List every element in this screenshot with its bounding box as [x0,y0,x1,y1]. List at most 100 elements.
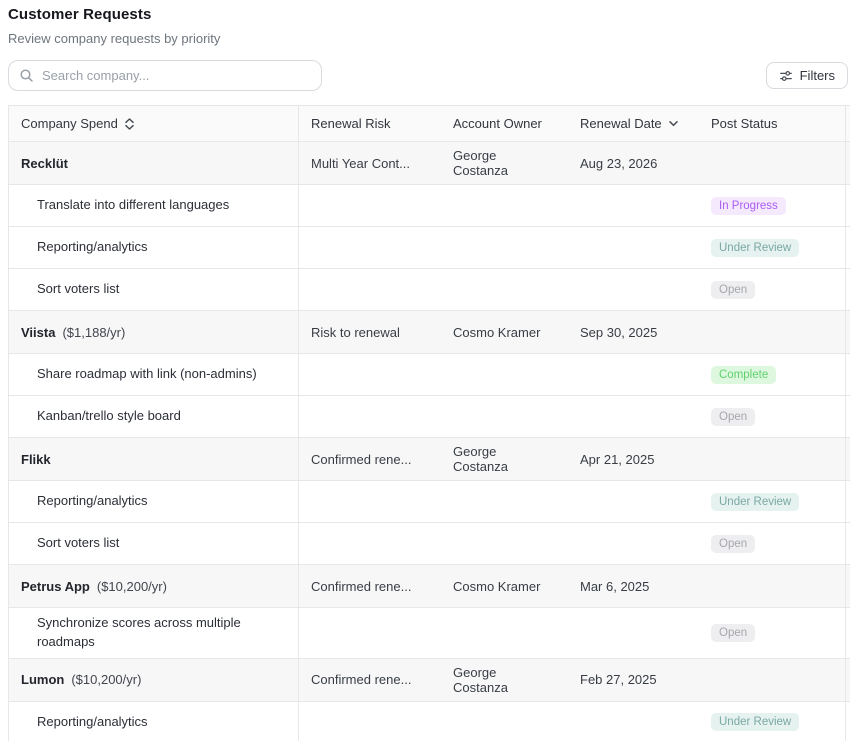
renewal-date-cell [568,269,699,310]
request-row[interactable]: Synchronize scores across multiple roadm… [9,608,850,659]
request-title: Kanban/trello style board [37,408,181,424]
renewal-risk-cell [299,396,441,437]
column-header-renewal-risk[interactable]: Renewal Risk [299,106,441,141]
status-badge[interactable]: Open [711,623,756,642]
search-box[interactable] [8,60,322,91]
renewal-date-cell: Feb 27, 2025 [580,672,657,688]
post-status-cell: Open [699,523,846,564]
post-status-cell [699,565,846,607]
request-title: Sort voters list [37,535,120,551]
company-row[interactable]: Petrus App ($10,200/yr) Confirmed rene... C… [9,565,850,608]
request-row[interactable]: Reporting/analytics Under Review [9,701,850,741]
request-title-cell[interactable]: Synchronize scores across multiple roadm… [9,608,299,658]
row-spacer [846,396,850,437]
account-owner-cell: Cosmo Kramer [453,324,541,340]
company-cell[interactable]: Lumon ($10,200/yr) [9,658,299,701]
company-cell[interactable]: Petrus App ($10,200/yr) [9,565,299,607]
renewal-risk-cell [299,354,441,395]
request-title: Share roadmap with link (non-admins) [37,366,257,382]
request-row[interactable]: Kanban/trello style board Open [9,396,850,438]
request-row[interactable]: Translate into different languages In Pro… [9,185,850,227]
post-status-cell: Under Review [699,227,846,268]
company-row[interactable]: Flikk Confirmed rene... George Costanza Apr… [9,438,850,481]
row-spacer [846,523,850,564]
column-label: Renewal Date [580,116,662,131]
renewal-risk-cell [299,185,441,226]
request-title-cell[interactable]: Translate into different languages [9,185,299,226]
column-header-company-spend[interactable]: Company Spend [9,106,299,141]
request-title-cell[interactable]: Kanban/trello style board [9,396,299,437]
filters-button[interactable]: Filters [765,62,848,89]
column-header-renewal-date[interactable]: Renewal Date [568,106,699,141]
status-badge[interactable]: In Progress [711,196,786,215]
row-spacer [846,185,850,226]
chevron-down-icon[interactable] [668,118,679,129]
status-badge[interactable]: Under Review [711,238,800,257]
request-row[interactable]: Reporting/analytics Under Review [9,481,850,523]
row-spacer [846,659,850,701]
company-cell[interactable]: Viista ($1,188/yr) [9,311,299,353]
header-spacer [846,106,850,141]
row-spacer [846,269,850,310]
status-badge[interactable]: Under Review [711,492,800,511]
post-status-cell [699,658,846,701]
row-spacer [846,565,850,607]
request-title: Synchronize scores across multiple roadm… [37,615,241,649]
status-badge[interactable]: Open [711,280,756,299]
post-status-cell: Under Review [699,701,846,741]
column-label: Account Owner [453,116,542,131]
row-spacer [846,142,850,184]
renewal-date-cell [568,227,699,268]
post-status-cell [699,438,846,480]
column-header-post-status[interactable]: Post Status [699,106,846,141]
request-row[interactable]: Sort voters list Open [9,523,850,565]
request-title-cell[interactable]: Sort voters list [9,269,299,310]
account-owner-cell: George Costanza [453,148,508,178]
account-owner-cell [441,481,568,522]
renewal-date-cell [568,523,699,564]
chevrons-up-down-icon[interactable] [124,117,135,130]
company-row[interactable]: Viista ($1,188/yr) Risk to renewal Cosmo Kr… [9,311,850,354]
sliders-icon [779,70,792,81]
account-owner-cell: George Costanza [453,444,508,474]
request-row[interactable]: Sort voters list Open [9,269,850,311]
company-name: Lumon [21,672,65,688]
company-spend: ($10,200/yr) [96,578,167,594]
company-cell[interactable]: Recklüt [9,142,299,184]
request-title-cell[interactable]: Reporting/analytics [9,227,299,268]
post-status-cell [699,311,846,353]
status-badge[interactable]: Open [711,407,756,426]
request-row[interactable]: Share roadmap with link (non-admins) Comp… [9,354,850,396]
request-title-cell[interactable]: Reporting/analytics [9,701,299,741]
column-header-account-owner[interactable]: Account Owner [441,106,568,141]
renewal-date-cell [568,396,699,437]
company-spend: ($1,188/yr) [62,324,126,340]
filters-label: Filters [799,68,835,83]
account-owner-cell [441,608,568,658]
renewal-risk-cell [299,269,441,310]
renewal-date-cell [568,481,699,522]
row-spacer [846,311,850,353]
row-spacer [846,702,850,741]
renewal-risk-cell: Confirmed rene... [311,672,412,688]
status-badge[interactable]: Complete [711,365,777,384]
request-title: Reporting/analytics [37,239,148,255]
status-badge[interactable]: Under Review [711,713,800,732]
post-status-cell [699,142,846,184]
request-title-cell[interactable]: Sort voters list [9,523,299,564]
company-name: Viista [21,324,56,340]
renewal-risk-cell [299,481,441,522]
request-row[interactable]: Reporting/analytics Under Review [9,227,850,269]
renewal-date-cell: Apr 21, 2025 [580,451,655,467]
renewal-date-cell: Mar 6, 2025 [580,578,650,594]
renewal-risk-cell [299,608,441,658]
column-label: Renewal Risk [311,116,391,131]
company-cell[interactable]: Flikk [9,438,299,480]
request-title: Reporting/analytics [37,493,148,509]
company-row[interactable]: Recklüt Multi Year Cont... George Costanza… [9,142,850,185]
status-badge[interactable]: Open [711,534,756,553]
request-title-cell[interactable]: Share roadmap with link (non-admins) [9,354,299,395]
company-row[interactable]: Lumon ($10,200/yr) Confirmed rene... George… [9,658,850,702]
request-title-cell[interactable]: Reporting/analytics [9,481,299,522]
search-input[interactable] [42,68,311,83]
